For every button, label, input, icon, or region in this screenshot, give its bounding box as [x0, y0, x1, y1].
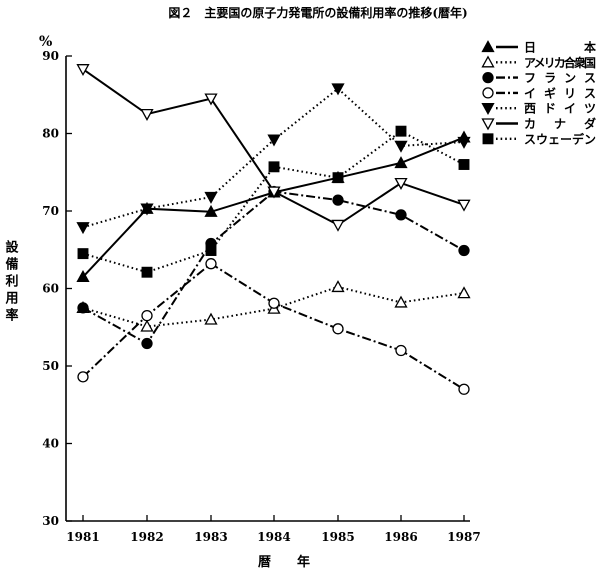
- axes: 30 40 50 60 70 80 90 1981 1982 1983 1984 1985 1986 19…: [42, 49, 480, 544]
- legend-label: 西ドイツ: [524, 102, 596, 116]
- data-point: [268, 297, 280, 309]
- data-point: [76, 270, 90, 283]
- series-1: [76, 130, 471, 283]
- legend-item-4: イギリス: [482, 85, 596, 100]
- y-tick-label: 90: [42, 49, 59, 63]
- legend-marker: [482, 133, 494, 145]
- data-point: [331, 280, 345, 293]
- legend-item-7: スウェーデン: [482, 131, 596, 146]
- data-point: [458, 159, 470, 170]
- data-point: [77, 302, 89, 314]
- data-point: [394, 140, 408, 153]
- y-tick-label: 30: [42, 514, 59, 528]
- series-line: [82, 190, 465, 345]
- data-point: [332, 172, 344, 184]
- series-layer: [76, 64, 471, 395]
- legend-marker: [481, 40, 495, 53]
- data-point: [204, 204, 218, 217]
- data-point: [204, 93, 218, 106]
- y-tick-label: 80: [42, 127, 59, 141]
- data-point: [76, 64, 90, 77]
- legend-item-1: 日 本: [481, 40, 596, 55]
- data-point: [140, 319, 154, 332]
- data-point: [205, 245, 217, 256]
- series-line: [82, 262, 465, 391]
- legend-label: フランス: [524, 71, 596, 85]
- series-line: [82, 136, 465, 278]
- data-point: [458, 244, 470, 257]
- x-tick-label: 1982: [130, 530, 163, 544]
- data-point: [140, 108, 154, 121]
- legend-marker: [481, 118, 495, 131]
- x-tick-label: 1984: [257, 530, 290, 544]
- data-point: [267, 134, 281, 147]
- legend-marker: [481, 103, 495, 116]
- data-point: [457, 136, 471, 149]
- y-axis-label: 設備利用率: [3, 239, 20, 325]
- series-7: [77, 125, 470, 278]
- data-point: [332, 194, 344, 206]
- data-point: [77, 371, 89, 383]
- legend-item-5: 西ドイツ: [481, 102, 596, 116]
- legend-item-2: アメリカ合衆国: [481, 55, 596, 70]
- legend-label: カ ナ ダ: [524, 116, 596, 131]
- y-axis-unit: %: [39, 34, 52, 50]
- series-5: [76, 83, 471, 235]
- legend-marker: [481, 55, 495, 68]
- data-point: [140, 203, 154, 216]
- y-tick-label: 50: [42, 359, 59, 373]
- data-point: [76, 222, 90, 235]
- series-line: [82, 68, 465, 227]
- data-point: [141, 309, 153, 322]
- data-point: [457, 199, 471, 212]
- data-point: [332, 323, 344, 335]
- data-point: [395, 209, 407, 221]
- x-tick-label: 1981: [66, 530, 99, 544]
- data-point: [268, 161, 280, 173]
- x-axis-label: 暦 年: [258, 554, 310, 570]
- data-point: [394, 156, 408, 169]
- x-tick-label: 1985: [321, 530, 354, 544]
- data-point: [395, 344, 407, 357]
- y-tick-label: 40: [42, 437, 59, 451]
- data-point: [204, 191, 218, 204]
- chart-title: 図２ 主要国の原子力発電所の設備利用率の推移(暦年): [168, 5, 467, 20]
- legend-label: 日 本: [524, 40, 596, 55]
- legend-item-3: フランス: [482, 71, 596, 85]
- data-point: [394, 295, 408, 308]
- y-tick-label: 70: [42, 204, 59, 218]
- series-6: [76, 64, 471, 232]
- data-point: [141, 266, 153, 278]
- y-tick-label: 60: [42, 282, 59, 296]
- data-point: [204, 312, 218, 325]
- data-point: [331, 219, 345, 232]
- legend-marker: [482, 71, 494, 84]
- data-point: [457, 286, 471, 299]
- legend-label: アメリカ合衆国: [524, 55, 596, 70]
- data-point: [331, 83, 345, 96]
- data-point: [141, 337, 153, 350]
- data-point: [77, 248, 89, 260]
- series-line: [82, 130, 465, 274]
- data-point: [267, 186, 281, 199]
- data-point: [205, 258, 217, 270]
- x-tick-label: 1983: [194, 530, 227, 544]
- legend-label: イギリス: [524, 85, 596, 100]
- data-point: [458, 383, 470, 395]
- legend-item-6: カ ナ ダ: [481, 116, 596, 131]
- legend-marker: [482, 87, 494, 99]
- series-4: [77, 258, 470, 395]
- x-tick-label: 1987: [447, 530, 480, 544]
- legend-label: スウェーデン: [524, 131, 596, 146]
- data-point: [394, 177, 408, 190]
- data-point: [395, 125, 407, 137]
- x-tick-label: 1986: [384, 530, 417, 544]
